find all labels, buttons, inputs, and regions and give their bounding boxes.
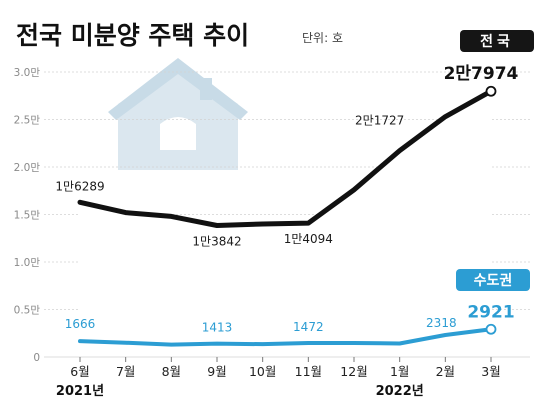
y-tick-labels: 0 0.5만 1.0만 1.5만 2.0만 2.5만 3.0만 — [14, 67, 41, 364]
x-tick-label: 10월 — [249, 364, 276, 379]
y-tick-label: 0 — [33, 352, 40, 364]
endpoint-marker-1 — [485, 323, 497, 335]
y-tick-label: 1.0만 — [14, 257, 41, 269]
year-label: 2021년 — [56, 384, 104, 399]
x-tick-label: 7월 — [116, 364, 135, 379]
area-fill-shape — [80, 91, 491, 345]
capital-data-label: 1666 — [65, 317, 96, 331]
national-data-label: 2만7974 — [444, 64, 519, 84]
x-tick-label: 12월 — [340, 364, 367, 379]
national-data-label: 1만6289 — [55, 179, 104, 193]
x-axis: 6월 7월 8월 9월 10월 11월 12월 1월 2월 3월 2021년 2022년 — [56, 357, 501, 399]
endpoint-marker-0 — [485, 85, 497, 97]
year-label: 2022년 — [376, 384, 424, 399]
national-data-label: 2만1727 — [355, 114, 404, 128]
unit-label: 단위: 호 — [302, 31, 343, 45]
series-line-0 — [77, 88, 494, 229]
series-line-1 — [78, 327, 493, 347]
x-tick-label: 1월 — [390, 364, 409, 379]
house-watermark-icon — [108, 58, 248, 170]
capital-data-label: 2318 — [426, 316, 457, 330]
x-tick-label: 8월 — [162, 364, 181, 379]
x-tick-label: 6월 — [70, 364, 89, 379]
x-tick-label: 9월 — [207, 364, 226, 379]
data-labels: 1만6289 1만3842 1만4094 2만1727 2만7974 1666 1413 14… — [55, 64, 518, 334]
y-tick-label: 2.5만 — [14, 115, 41, 127]
series-badge-national: 전국 — [460, 30, 534, 52]
national-data-label: 1만3842 — [192, 235, 241, 249]
series-badge-label: 전국 — [480, 33, 514, 50]
series-badge-label: 수도권 — [474, 273, 513, 289]
y-tick-label: 2.0만 — [14, 162, 41, 174]
x-tick-label: 3월 — [481, 364, 500, 379]
national-data-label: 1만4094 — [284, 232, 333, 246]
y-tick-label: 0.5만 — [14, 305, 41, 317]
capital-data-label: 1413 — [202, 321, 233, 335]
x-tick-label: 2월 — [436, 364, 455, 379]
chart-title: 전국 미분양 주택 추이 — [16, 21, 249, 50]
y-tick-label: 3.0만 — [14, 67, 41, 79]
y-tick-label: 1.5만 — [14, 210, 41, 222]
area-fill — [80, 91, 491, 345]
capital-data-label: 2921 — [467, 302, 514, 322]
x-tick-label: 11월 — [295, 364, 322, 379]
series-lines — [77, 85, 497, 347]
series-badge-capital: 수도권 — [456, 269, 530, 291]
capital-data-label: 1472 — [293, 320, 324, 334]
